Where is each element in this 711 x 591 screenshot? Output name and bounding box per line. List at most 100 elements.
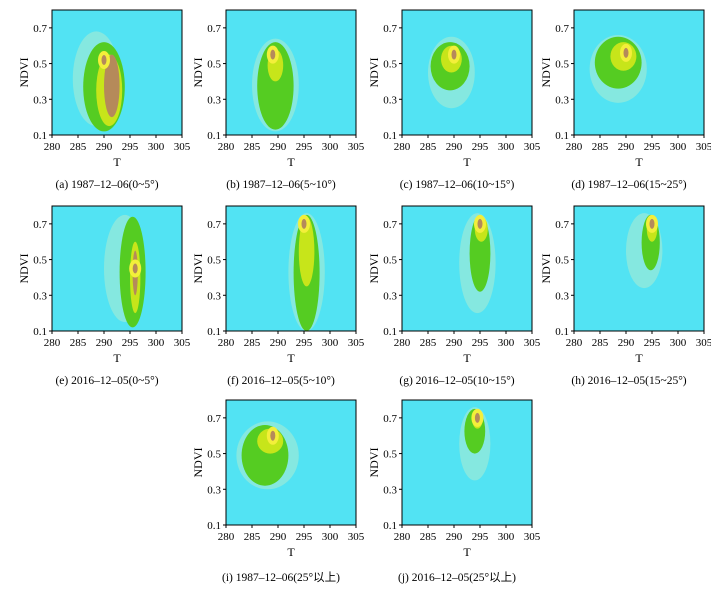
density-peak-core <box>649 218 655 229</box>
density-peak-core <box>477 218 483 229</box>
panel-caption: (e) 2016–12–05(0~5°) <box>55 375 159 387</box>
y-axis-title: NDVI <box>367 254 381 284</box>
x-tick-label: 290 <box>270 141 287 153</box>
x-tick-label: 295 <box>122 141 139 153</box>
panel-a: 280 285 290 295 300 305 0.1 0.3 0.5 0.7 T NDVI (a) 1… <box>17 9 192 200</box>
plot-frame <box>573 9 705 136</box>
y-tick-label: 0.1 <box>383 520 397 532</box>
plot-b: 280 285 290 295 300 305 0.1 0.3 0.5 0.7 T NDVI <box>191 9 365 169</box>
density-peak-core <box>451 49 457 60</box>
plot-h: 280 285 290 295 300 305 0.1 0.3 0.5 0.7 T NDVI <box>539 205 711 365</box>
y-tick-label: 0.3 <box>207 290 221 302</box>
panel-caption: (j) 2016–12–05(25°以上) <box>398 572 516 584</box>
y-tick-label: 0.5 <box>555 59 569 71</box>
x-axis-title: T <box>113 351 121 365</box>
panel-caption: (g) 2016–12–05(10~15°) <box>399 375 515 387</box>
y-tick-label: 0.5 <box>207 59 221 71</box>
x-tick-label: 290 <box>446 337 463 349</box>
x-tick-label: 280 <box>44 141 61 153</box>
panel-f: 280 285 290 295 300 305 0.1 0.3 0.5 0.7 T NDVI (f) 2… <box>191 205 366 396</box>
x-axis-title: T <box>287 545 295 559</box>
y-tick-label: 0.1 <box>555 130 569 142</box>
x-tick-label: 295 <box>472 337 489 349</box>
density-high-blob <box>298 216 315 287</box>
x-tick-label: 305 <box>174 337 191 349</box>
x-tick-label: 280 <box>218 141 235 153</box>
x-tick-label: 300 <box>322 531 339 543</box>
y-tick-label: 0.7 <box>383 23 397 35</box>
x-tick-label: 300 <box>322 141 339 153</box>
x-tick-label: 305 <box>348 531 365 543</box>
panel-d: 280 285 290 295 300 305 0.1 0.3 0.5 0.7 T NDVI (d) 1… <box>539 9 711 200</box>
density-peak-core <box>301 218 307 229</box>
y-tick-label: 0.7 <box>207 23 221 35</box>
x-tick-label: 305 <box>348 337 365 349</box>
x-tick-label: 305 <box>524 337 541 349</box>
density-peak-core <box>270 430 276 441</box>
x-tick-label: 285 <box>244 141 261 153</box>
y-axis-title: NDVI <box>367 448 381 478</box>
y-tick-label: 0.1 <box>207 520 221 532</box>
density-peak-core <box>101 55 107 65</box>
y-tick-label: 0.3 <box>207 484 221 496</box>
y-axis-title: NDVI <box>539 58 553 88</box>
panel-b: 280 285 290 295 300 305 0.1 0.3 0.5 0.7 T NDVI (b) 1… <box>191 9 366 200</box>
y-tick-label: 0.5 <box>207 255 221 267</box>
y-tick-label: 0.3 <box>555 290 569 302</box>
x-tick-label: 300 <box>670 337 687 349</box>
panel-caption: (f) 2016–12–05(5~10°) <box>227 375 335 387</box>
y-tick-label: 0.7 <box>207 219 221 231</box>
y-axis-title: NDVI <box>17 254 31 284</box>
y-axis-title: NDVI <box>191 254 205 284</box>
y-tick-label: 0.3 <box>383 290 397 302</box>
x-axis-title: T <box>463 351 471 365</box>
density-core-blob <box>104 54 120 118</box>
y-tick-label: 0.7 <box>555 23 569 35</box>
plot-g: 280 285 290 295 300 305 0.1 0.3 0.5 0.7 T NDVI <box>367 205 541 365</box>
y-tick-label: 0.1 <box>33 326 47 338</box>
y-tick-label: 0.5 <box>33 255 47 267</box>
panel-i: 280 285 290 295 300 305 0.1 0.3 0.5 0.7 T NDVI (i) 1… <box>191 399 366 590</box>
plot-frame <box>401 399 533 526</box>
x-tick-label: 300 <box>498 531 515 543</box>
plot-d: 280 285 290 295 300 305 0.1 0.3 0.5 0.7 T NDVI <box>539 9 711 169</box>
density-peak-core <box>132 263 138 274</box>
plot-f: 280 285 290 295 300 305 0.1 0.3 0.5 0.7 T NDVI <box>191 205 365 365</box>
plot-a: 280 285 290 295 300 305 0.1 0.3 0.5 0.7 T NDVI <box>17 9 191 169</box>
y-tick-label: 0.1 <box>555 326 569 338</box>
x-tick-label: 280 <box>394 141 411 153</box>
x-tick-label: 300 <box>322 337 339 349</box>
x-tick-label: 290 <box>618 141 635 153</box>
panel-e: 280 285 290 295 300 305 0.1 0.3 0.5 0.7 T NDVI (e) 2… <box>17 205 192 396</box>
panel-caption: (i) 1987–12–06(25°以上) <box>222 572 340 584</box>
y-tick-label: 0.3 <box>383 484 397 496</box>
y-tick-label: 0.7 <box>207 413 221 425</box>
y-axis-title: NDVI <box>17 58 31 88</box>
panel-caption: (h) 2016–12–05(15~25°) <box>571 375 687 387</box>
y-tick-label: 0.3 <box>555 94 569 106</box>
x-tick-label: 290 <box>446 531 463 543</box>
x-tick-label: 285 <box>420 531 437 543</box>
x-tick-label: 295 <box>296 141 313 153</box>
x-tick-label: 295 <box>472 141 489 153</box>
plot-frame <box>51 205 183 332</box>
x-tick-label: 285 <box>244 337 261 349</box>
x-tick-label: 280 <box>44 337 61 349</box>
x-tick-label: 285 <box>420 141 437 153</box>
y-tick-label: 0.5 <box>383 255 397 267</box>
y-tick-label: 0.5 <box>383 449 397 461</box>
y-tick-label: 0.1 <box>207 130 221 142</box>
x-tick-label: 280 <box>218 531 235 543</box>
panel-caption: (c) 1987–12–06(10~15°) <box>399 179 515 191</box>
x-axis-title: T <box>635 155 643 169</box>
panel-caption: (d) 1987–12–06(15~25°) <box>571 179 687 191</box>
panel-caption: (a) 1987–12–06(0~5°) <box>55 179 159 191</box>
x-tick-label: 300 <box>148 141 165 153</box>
plot-frame <box>225 9 357 136</box>
plot-frame <box>225 205 357 332</box>
panel-h: 280 285 290 295 300 305 0.1 0.3 0.5 0.7 T NDVI (h) 2… <box>539 205 711 396</box>
y-tick-label: 0.7 <box>33 219 47 231</box>
density-mid-blob <box>257 42 294 130</box>
x-tick-label: 305 <box>696 141 711 153</box>
